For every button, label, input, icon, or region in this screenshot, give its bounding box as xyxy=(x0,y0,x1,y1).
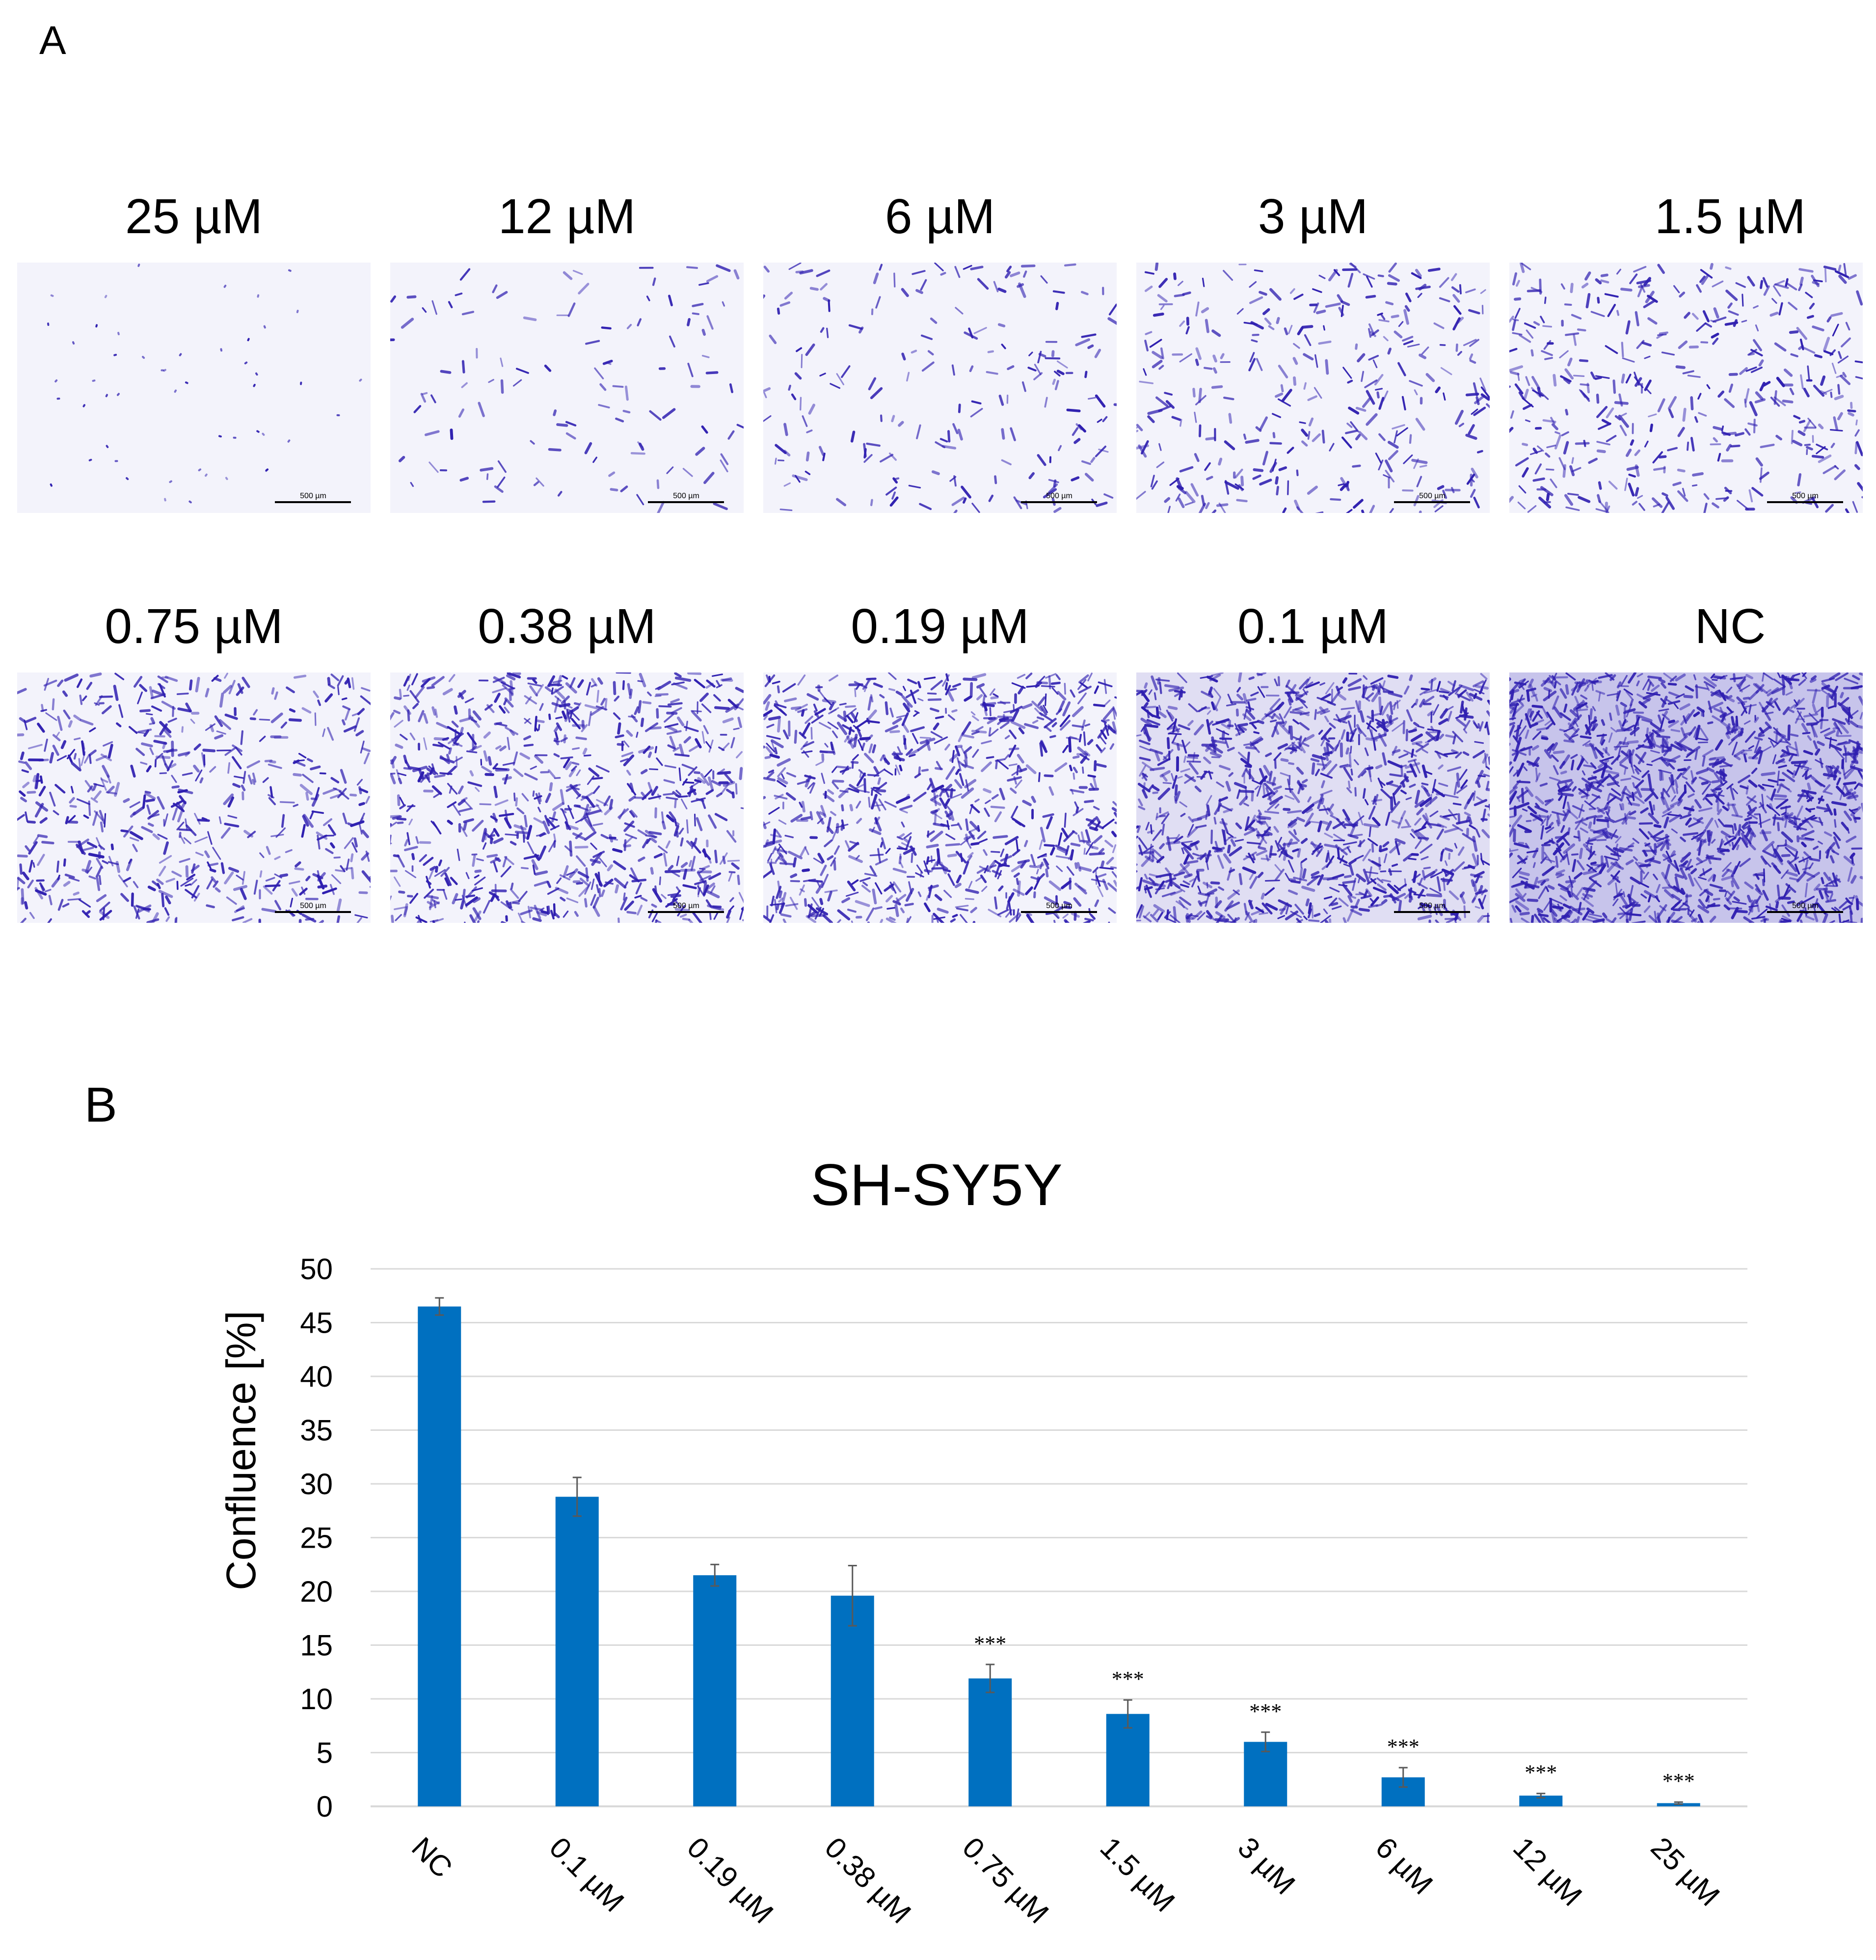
micrograph-background xyxy=(763,263,1117,513)
micrograph-background xyxy=(1136,263,1490,513)
micrograph-background xyxy=(390,263,744,513)
micrograph-label: 3 µM xyxy=(1258,189,1368,244)
x-tick-label: 0.1 µM xyxy=(543,1831,631,1918)
scale-bar-label: 500 µm xyxy=(1419,492,1446,500)
bar xyxy=(968,1678,1012,1806)
micrograph-background xyxy=(1509,263,1863,513)
bar xyxy=(555,1497,599,1806)
y-tick-label: 10 xyxy=(300,1683,333,1716)
bar xyxy=(1519,1796,1563,1806)
scale-bar-label: 500 µm xyxy=(1792,902,1819,910)
bar xyxy=(1244,1742,1287,1806)
bar xyxy=(1106,1714,1150,1806)
cell-cluster xyxy=(1509,672,1863,923)
micrograph-image xyxy=(17,672,371,923)
significance-marker: *** xyxy=(1112,1667,1144,1691)
panel-b-letter: B xyxy=(84,1077,117,1132)
y-tick-label: 25 xyxy=(300,1522,333,1555)
error-bar xyxy=(710,1563,720,1587)
scale-bar-label: 500 µm xyxy=(1046,902,1072,910)
scale-bar-label: 500 µm xyxy=(1792,492,1819,500)
micrograph-image xyxy=(1136,263,1490,513)
y-tick-label: 50 xyxy=(300,1253,333,1286)
scale-bar-label: 500 µm xyxy=(673,902,699,910)
x-tick-label: 25 µM xyxy=(1645,1831,1726,1912)
micrograph-label: 0.75 µM xyxy=(105,599,283,654)
scale-bar-label: 500 µm xyxy=(1046,492,1072,500)
bar-chart: 0 5 10 15 20 25 30 35 40 45 50 NC 0.1 µM 0.19 µM 0.38 … xyxy=(300,1253,1747,1930)
x-tick-label: 6 µM xyxy=(1369,1831,1440,1901)
error-bar xyxy=(986,1664,995,1693)
cell-cluster xyxy=(1136,672,1490,923)
y-tick-label: 40 xyxy=(300,1360,333,1393)
panel-a-micrographs: 25 µM 500 µm 12 µM 500 µm 6 µM 500 µm 3 µM 500 … xyxy=(17,189,1863,923)
micrograph-label: 0.1 µM xyxy=(1237,599,1389,654)
micrograph-image xyxy=(390,672,744,923)
y-tick-label: 35 xyxy=(300,1414,333,1447)
micrograph-image xyxy=(17,263,371,513)
x-tick-label: 3 µM xyxy=(1232,1831,1302,1901)
bar xyxy=(831,1595,874,1806)
significance-marker: *** xyxy=(1387,1735,1420,1759)
bar xyxy=(693,1575,737,1806)
micrograph-image xyxy=(1509,263,1863,513)
y-axis-label: Confluence [%] xyxy=(218,1311,264,1590)
cell-cluster xyxy=(17,672,371,923)
x-tick-label: 12 µM xyxy=(1507,1831,1588,1912)
panel-a-letter: A xyxy=(39,18,66,63)
y-tick-label: 20 xyxy=(300,1575,333,1608)
y-tick-label: 45 xyxy=(300,1307,333,1340)
x-tick-label: 0.38 µM xyxy=(819,1831,918,1930)
micrograph-image xyxy=(1136,672,1490,923)
cell-cluster xyxy=(763,263,1117,513)
chart-title: SH-SY5Y xyxy=(810,1152,1063,1218)
x-tick-label: 1.5 µM xyxy=(1094,1831,1181,1918)
micrograph-label: NC xyxy=(1695,599,1766,654)
significance-marker: *** xyxy=(1249,1699,1282,1723)
x-tick-label: 0.75 µM xyxy=(956,1831,1055,1930)
micrograph-label: 0.19 µM xyxy=(851,599,1029,654)
scale-bar-label: 500 µm xyxy=(673,492,699,500)
error-bar xyxy=(1261,1731,1270,1752)
y-tick-label: 30 xyxy=(300,1468,333,1501)
y-tick-label: 5 xyxy=(317,1737,333,1770)
micrograph-image xyxy=(763,263,1117,513)
cell-cluster xyxy=(763,672,1117,923)
scale-bar-label: 500 µm xyxy=(300,492,326,500)
scale-bar-label: 500 µm xyxy=(300,902,326,910)
y-tick-label: 15 xyxy=(300,1629,333,1662)
micrograph-label: 0.38 µM xyxy=(478,599,656,654)
significance-marker: *** xyxy=(974,1632,1006,1656)
x-tick-label: 0.19 µM xyxy=(681,1831,780,1930)
error-bar xyxy=(435,1297,444,1316)
x-tick-label: NC xyxy=(405,1831,459,1884)
cell-cluster xyxy=(1136,263,1490,513)
micrograph-label: 12 µM xyxy=(498,189,636,244)
cell-cluster xyxy=(47,264,362,504)
micrograph-label: 6 µM xyxy=(885,189,995,244)
cell-cluster xyxy=(390,672,744,923)
error-bar xyxy=(1123,1699,1132,1729)
cell-cluster xyxy=(1509,263,1863,513)
error-bar xyxy=(848,1564,857,1627)
micrograph-label: 25 µM xyxy=(125,189,263,244)
micrograph-label: 1.5 µM xyxy=(1655,189,1806,244)
micrograph-image xyxy=(1509,672,1863,923)
significance-marker: *** xyxy=(1525,1761,1557,1785)
micrograph-image xyxy=(763,672,1117,923)
micrograph-image xyxy=(390,263,744,513)
error-bar xyxy=(1536,1793,1546,1799)
scale-bar-label: 500 µm xyxy=(1419,902,1446,910)
bar xyxy=(418,1306,461,1806)
error-bar xyxy=(1674,1801,1683,1805)
error-bar xyxy=(572,1477,582,1517)
y-tick-label: 0 xyxy=(317,1790,333,1823)
error-bar xyxy=(1398,1767,1408,1788)
micrograph-background xyxy=(17,263,371,513)
cell-cluster xyxy=(390,264,744,513)
significance-marker: *** xyxy=(1662,1769,1695,1793)
